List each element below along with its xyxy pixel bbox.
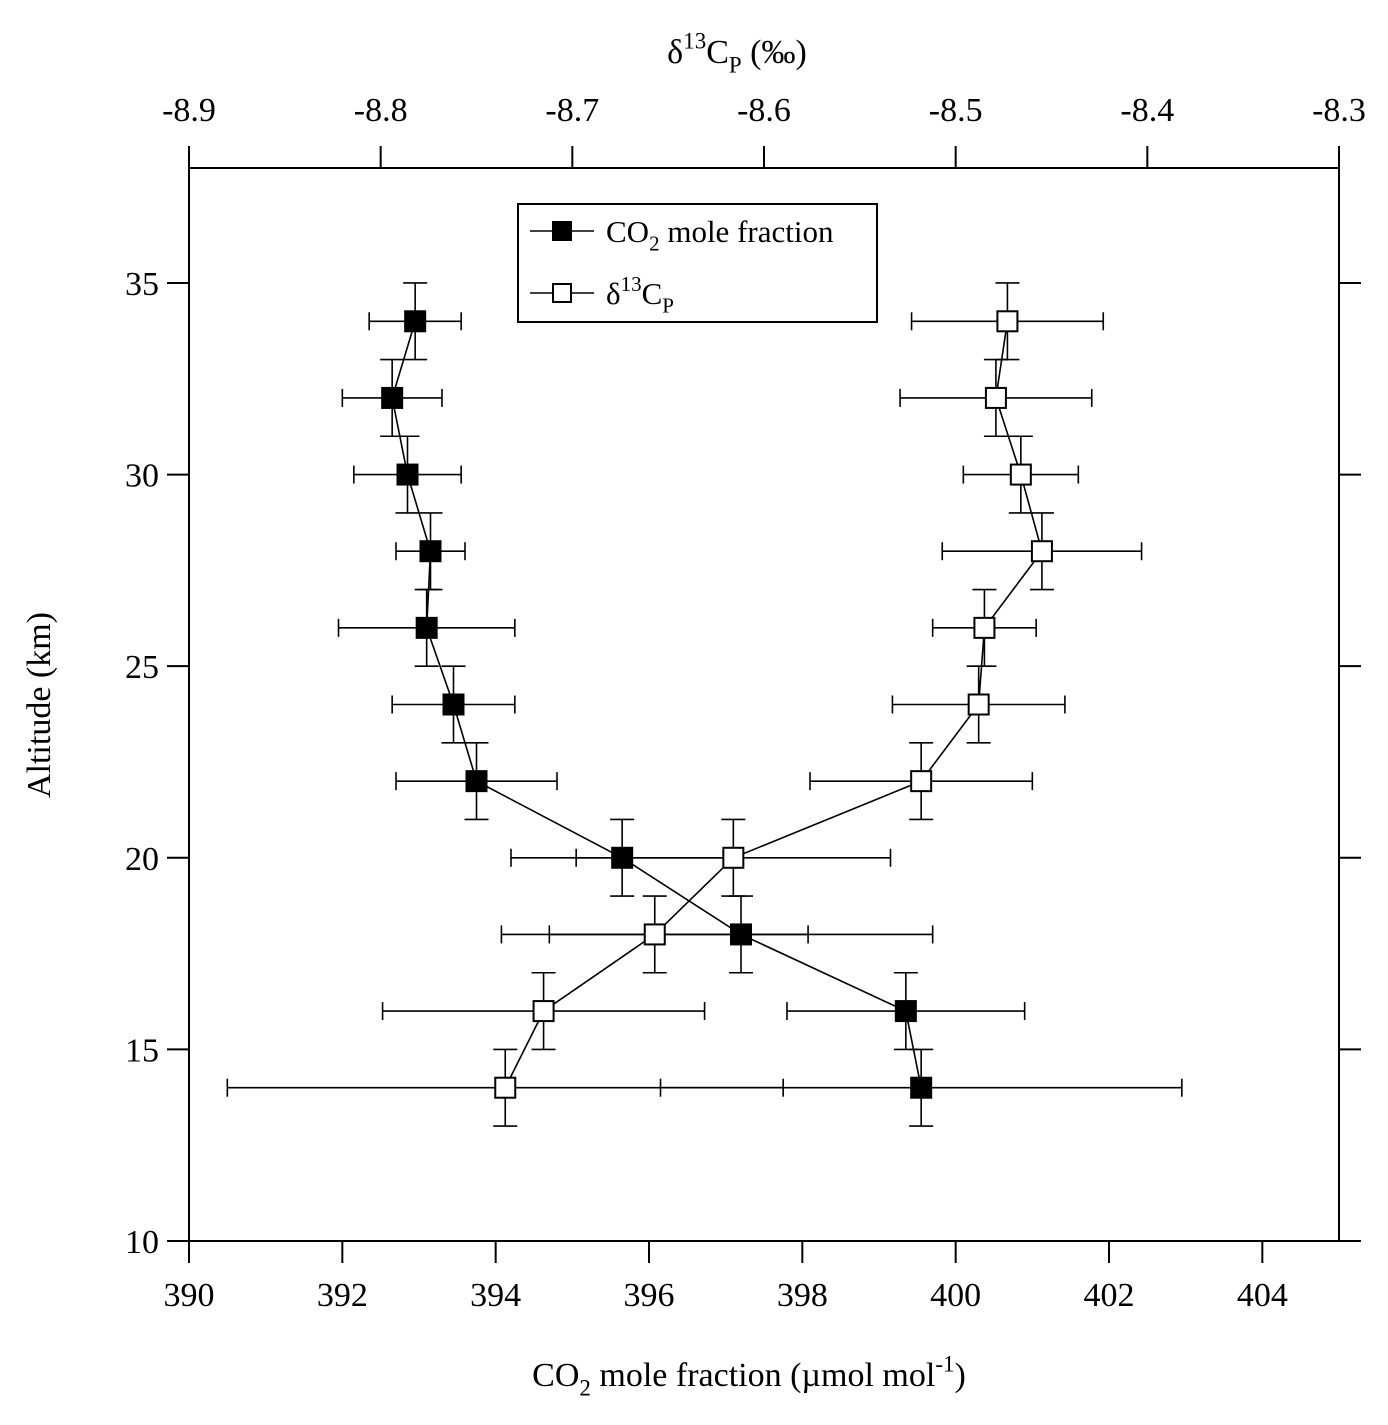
legend-box <box>517 203 878 323</box>
legend-label-0: CO2 mole fraction <box>606 214 834 256</box>
data-point-filled-square <box>894 1000 917 1023</box>
series-co2-mole-fraction <box>337 282 1183 1127</box>
data-point-open-square <box>722 846 745 869</box>
bottom-axis-title-part-4: ) <box>954 1357 965 1394</box>
legend-label-0-part-2: mole fraction <box>660 214 834 249</box>
x-bottom-tick-label: 402 <box>1084 1277 1135 1314</box>
series-delta13c <box>226 282 1143 1127</box>
x-bottom-tick-label: 400 <box>930 1277 981 1314</box>
x-bottom-tick-label: 404 <box>1237 1277 1288 1314</box>
top-axis-title-part-0: δ <box>667 34 683 71</box>
x-top-tick-label: -8.7 <box>545 92 599 129</box>
y-axis-title: Altitude (km) <box>21 612 58 798</box>
x-top-tick-label: -8.3 <box>1312 92 1366 129</box>
data-point-filled-square <box>419 540 442 563</box>
bottom-axis-title-part-0: CO <box>532 1357 579 1394</box>
data-point-open-square <box>1009 463 1032 486</box>
data-point-filled-square <box>415 616 438 639</box>
y-tick-label: 30 <box>125 458 159 495</box>
legend-label-1-part-1: 13 <box>621 272 642 296</box>
bottom-axis-title-part-3: -1 <box>935 1352 954 1377</box>
data-point-filled-square <box>910 1076 933 1099</box>
y-tick-label: 20 <box>125 841 159 878</box>
y-tick-label: 35 <box>125 266 159 303</box>
x-bottom-tick-label: 394 <box>470 1277 521 1314</box>
data-point-filled-square <box>465 770 488 793</box>
data-point-open-square <box>910 770 933 793</box>
x-top-tick-label: -8.8 <box>354 92 408 129</box>
bottom-axis-title: CO2 mole fraction (µmol mol-1) <box>532 1352 966 1401</box>
legend-label-1-part-2: C <box>642 276 663 311</box>
y-tick-label: 25 <box>125 649 159 686</box>
data-point-open-square <box>984 386 1007 409</box>
x-bottom-tick-label: 390 <box>164 1277 215 1314</box>
y-tick-label: 15 <box>125 1032 159 1069</box>
data-point-open-square <box>494 1076 517 1099</box>
data-point-filled-square <box>404 310 427 333</box>
data-point-open-square <box>967 693 990 716</box>
top-axis-title-part-4: (‰) <box>742 34 807 71</box>
data-point-filled-square <box>396 463 419 486</box>
legend-label-1-part-0: δ <box>606 276 621 311</box>
plot-area-frame <box>188 167 1340 1242</box>
legend-label-1: δ13CP <box>606 272 674 318</box>
x-top-tick-label: -8.5 <box>929 92 983 129</box>
data-point-open-square <box>996 310 1019 333</box>
data-point-open-square <box>973 616 996 639</box>
bottom-axis-title-part-1: 2 <box>579 1376 591 1401</box>
legend-label-0-part-0: CO <box>606 214 649 249</box>
x-bottom-tick-label: 392 <box>317 1277 368 1314</box>
x-bottom-tick-label: 396 <box>624 1277 675 1314</box>
legend-label-1-part-3: P <box>662 294 674 318</box>
top-axis-title: δ13CP (‰) <box>667 29 807 78</box>
data-point-open-square <box>532 1000 555 1023</box>
legend-filled-square-marker <box>552 221 572 241</box>
data-point-open-square <box>1030 540 1053 563</box>
x-top-tick-label: -8.4 <box>1120 92 1174 129</box>
top-axis-title-part-1: 13 <box>683 29 706 54</box>
legend-open-square-marker <box>552 283 572 303</box>
data-point-filled-square <box>442 693 465 716</box>
x-top-tick-label: -8.6 <box>737 92 791 129</box>
data-point-filled-square <box>381 386 404 409</box>
legend-label-0-part-1: 2 <box>649 232 660 256</box>
bottom-axis-title-part-2: mole fraction (µmol mol <box>591 1357 935 1394</box>
top-axis-title-part-3: P <box>729 53 742 78</box>
top-axis-title-part-2: C <box>706 34 729 71</box>
data-point-open-square <box>643 923 666 946</box>
x-bottom-tick-label: 398 <box>777 1277 828 1314</box>
x-top-tick-label: -8.9 <box>162 92 216 129</box>
y-tick-label: 10 <box>125 1224 159 1261</box>
